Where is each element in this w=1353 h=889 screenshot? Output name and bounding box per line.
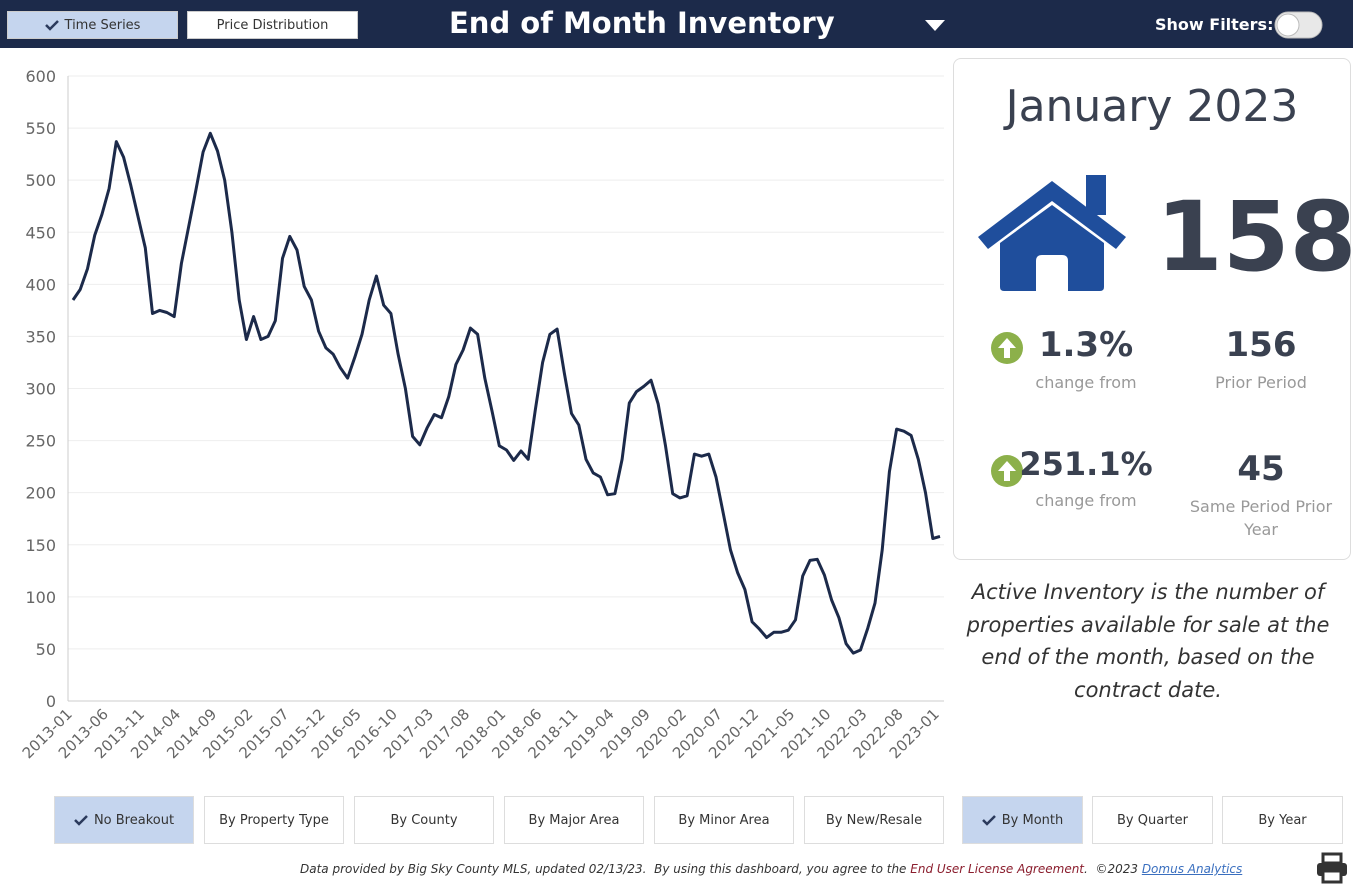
inventory-line bbox=[71, 131, 941, 655]
option-button[interactable]: By Month bbox=[962, 796, 1083, 844]
button-label: By New/Resale bbox=[825, 812, 923, 828]
button-label: No Breakout bbox=[93, 812, 175, 828]
dropdown-arrow bbox=[925, 20, 945, 31]
y-tick-label: 600 bbox=[25, 67, 56, 86]
up-arrow bbox=[991, 332, 1023, 364]
y-tick-label: 350 bbox=[25, 327, 56, 346]
button-label: By Major Area bbox=[528, 812, 620, 828]
check-icon bbox=[981, 815, 996, 826]
house-icon bbox=[978, 175, 1126, 291]
y-tick-label: 250 bbox=[25, 432, 56, 451]
license-link[interactable]: End User License Agreement bbox=[910, 862, 1085, 876]
line-chart: 0501001502002503003504004505005506002013… bbox=[19, 67, 944, 762]
summary-card: January 2023 158 1.3% change from 156 Pr… bbox=[953, 58, 1353, 560]
y-tick-label: 400 bbox=[25, 275, 56, 294]
option-button[interactable]: By New/Resale bbox=[804, 796, 944, 844]
company-link[interactable]: Domus Analytics bbox=[1141, 862, 1243, 876]
option-button[interactable]: No Breakout bbox=[54, 796, 194, 844]
change-label: change from bbox=[1035, 373, 1137, 392]
option-button[interactable]: By Minor Area bbox=[654, 796, 794, 844]
tab-label: Price Distribution bbox=[216, 17, 329, 33]
y-tick-label: 50 bbox=[36, 640, 56, 659]
footer: Data provided by Big Sky County MLS, upd… bbox=[300, 862, 1242, 876]
footer-text: . ©2023 bbox=[1084, 862, 1142, 876]
prior-value: 156 bbox=[1225, 325, 1297, 365]
button-label: By Quarter bbox=[1117, 812, 1188, 828]
period-title: January 2023 bbox=[1005, 81, 1299, 132]
change-label: change from bbox=[1035, 491, 1137, 510]
filters-label: Show Filters: bbox=[1155, 15, 1274, 34]
change-value: 251.1% bbox=[1019, 445, 1153, 483]
prior-year-label: Same Period Prior Year bbox=[1189, 497, 1333, 539]
option-button[interactable]: By Major Area bbox=[504, 796, 644, 844]
current-value: 158 bbox=[1156, 181, 1353, 293]
price-distribution-tab[interactable]: Price Distribution bbox=[187, 11, 358, 39]
button-label: By County bbox=[390, 812, 458, 828]
tab-label: Time Series bbox=[64, 17, 141, 33]
y-tick-label: 300 bbox=[25, 380, 56, 399]
check-icon bbox=[74, 815, 88, 826]
dashboard-title: End of Month Inventory bbox=[449, 6, 835, 40]
change-value: 1.3% bbox=[1038, 325, 1134, 365]
y-tick-label: 500 bbox=[25, 171, 56, 190]
prior-label: Prior Period bbox=[1215, 373, 1307, 392]
button-label: By Month bbox=[1001, 812, 1064, 828]
y-tick-label: 100 bbox=[25, 588, 56, 607]
footer-text: Data provided by Big Sky County MLS, upd… bbox=[300, 862, 911, 876]
y-tick-label: 0 bbox=[46, 692, 56, 711]
description: Active Inventory is the number of proper… bbox=[966, 580, 1330, 702]
print-icon[interactable] bbox=[1315, 852, 1349, 884]
check-icon bbox=[44, 20, 59, 31]
y-tick-label: 150 bbox=[25, 536, 56, 555]
check-mark bbox=[74, 815, 88, 826]
button-label: By Minor Area bbox=[678, 812, 770, 828]
button-label: By Year bbox=[1258, 812, 1307, 828]
y-tick-label: 550 bbox=[25, 119, 56, 138]
filters-toggle[interactable] bbox=[1274, 11, 1324, 39]
option-button[interactable]: By County bbox=[354, 796, 494, 844]
option-button[interactable]: By Property Type bbox=[204, 796, 344, 844]
y-tick-label: 200 bbox=[25, 484, 56, 503]
up-arrow bbox=[991, 455, 1023, 487]
check-mark bbox=[981, 815, 996, 826]
prior-year-value: 45 bbox=[1237, 449, 1285, 489]
option-button[interactable]: By Year bbox=[1222, 796, 1343, 844]
button-label: By Property Type bbox=[219, 812, 329, 828]
time-series-tab[interactable]: Time Series bbox=[7, 11, 178, 39]
y-tick-label: 450 bbox=[25, 223, 56, 242]
option-button[interactable]: By Quarter bbox=[1092, 796, 1213, 844]
metric-dropdown[interactable]: End of Month Inventory bbox=[438, 0, 958, 48]
